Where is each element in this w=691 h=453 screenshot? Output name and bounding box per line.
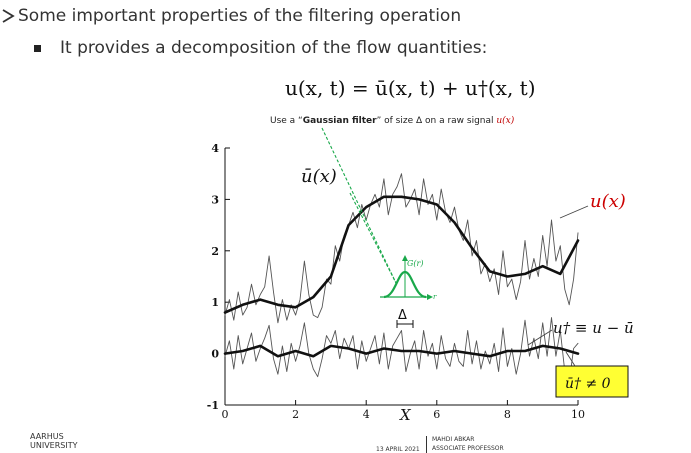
gaussian-r-label: r [433, 293, 437, 301]
x-tick-label: 6 [433, 408, 440, 421]
footer-presenter: MAHDI ABKAR ASSOCIATE PROFESSOR [432, 435, 504, 453]
bullet-secondary-text: It provides a decomposition of the flow … [60, 38, 488, 58]
gaussian-label: G(r) [407, 259, 423, 268]
y-tick-label: 0 [211, 348, 219, 361]
mean-fluctuation-label: ū† ≠ 0 [565, 376, 611, 392]
delta-bracket-icon [396, 320, 414, 328]
bullet-square-icon [34, 45, 41, 52]
delta-label: Δ [398, 308, 407, 323]
chart-series [223, 173, 580, 383]
x-tick-label: 0 [222, 408, 229, 421]
y-tick-label: 2 [211, 245, 219, 258]
udagger-pointer-line [527, 329, 553, 346]
institution-line2: UNIVERSITY [30, 441, 78, 450]
guide-line-right [321, 127, 397, 284]
x-tick-label: 4 [363, 408, 370, 421]
gaussian-kernel-icon [380, 255, 433, 300]
institution-line1: AARHUS [30, 432, 64, 441]
presenter-name: MAHDI ABKAR [432, 436, 475, 443]
caption-bold: Gaussian filter [302, 116, 377, 126]
u-pointer-line [559, 205, 589, 219]
ubar-label: ū(x) [301, 166, 337, 187]
x-tick-label: 10 [571, 408, 585, 421]
bullet-primary-text: Some important properties of the filteri… [18, 6, 462, 26]
caption-mid: ” of size Δ on a raw signal [376, 116, 497, 126]
footer-divider [426, 436, 427, 453]
y-tick-label: 1 [211, 296, 219, 309]
x-tick-label: 8 [504, 408, 511, 421]
filter-caption: Use a “Gaussian filter” of size Δ on a r… [270, 116, 514, 126]
x-tick-label: 2 [292, 408, 299, 421]
y-tick-label: 4 [211, 142, 219, 155]
box-pointer-line [565, 351, 576, 367]
y-tick-label: -1 [207, 399, 219, 412]
decomposition-equation: u(x, t) = ū(x, t) + u†(x, t) [285, 76, 536, 100]
y-tick-label: 3 [211, 193, 219, 206]
series-line-3 [223, 344, 580, 358]
presenter-title: ASSOCIATE PROFESSOR [432, 445, 504, 452]
x-axis-label: X [399, 406, 412, 424]
series-line-1 [223, 195, 580, 314]
udagger-definition: u† ≡ u − ū [553, 319, 634, 337]
caption-pre: Use a “ [270, 116, 303, 126]
u-label: u(x) [590, 191, 626, 212]
mean-fluctuation-box [555, 365, 629, 398]
guide-line-left [349, 192, 397, 284]
footer-date: 13 APRIL 2021 [376, 446, 420, 453]
caption-signal: u(x) [496, 116, 515, 126]
bullet-arrow-icon [1, 8, 15, 28]
institution-logo-text: AARHUS UNIVERSITY [30, 432, 78, 450]
